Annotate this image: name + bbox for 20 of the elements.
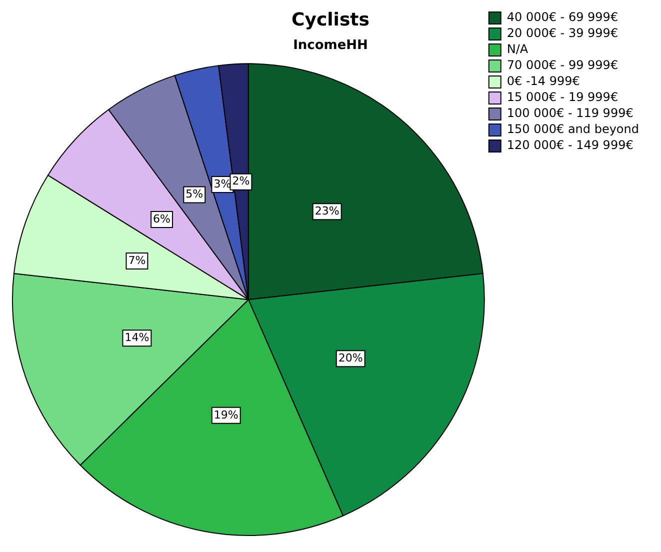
data-label: 7% [128,254,146,267]
legend-label: 15 000€ - 19 999€ [506,90,618,104]
legend-label: 120 000€ - 149 999€ [506,138,634,152]
data-label: 5% [186,188,204,201]
data-label: 20% [338,351,363,364]
legend-label: 150 000€ and beyond [506,122,640,136]
text: IncomeHH [293,38,368,53]
legend-label: 40 000€ - 69 999€ [506,10,618,24]
legend-label: 20 000€ - 39 999€ [506,26,618,40]
legend-label: 100 000€ - 119 999€ [506,106,634,120]
data-label: 6% [153,212,171,226]
chart-title: Cyclists [292,9,370,30]
data-label: 19% [214,408,238,422]
legend-label: 70 000€ - 99 999€ [506,58,618,72]
data-label: 3% [214,177,232,190]
data-label: 14% [124,331,150,344]
legend-label: N/A [506,42,529,56]
data-label: 23% [314,204,340,218]
data-label: 2% [232,174,250,188]
legend-label: 0€ -14 999€ [506,74,580,88]
